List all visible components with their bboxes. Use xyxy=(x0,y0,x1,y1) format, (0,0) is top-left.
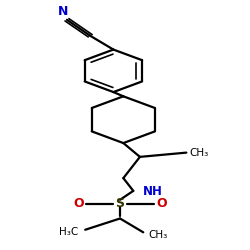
Text: O: O xyxy=(73,197,84,210)
Text: H₃C: H₃C xyxy=(59,227,78,237)
Text: N: N xyxy=(58,5,68,18)
Text: O: O xyxy=(156,197,167,210)
Text: CH₃: CH₃ xyxy=(189,148,208,158)
Text: S: S xyxy=(116,197,124,210)
Text: NH: NH xyxy=(142,186,163,198)
Text: CH₃: CH₃ xyxy=(148,230,168,240)
